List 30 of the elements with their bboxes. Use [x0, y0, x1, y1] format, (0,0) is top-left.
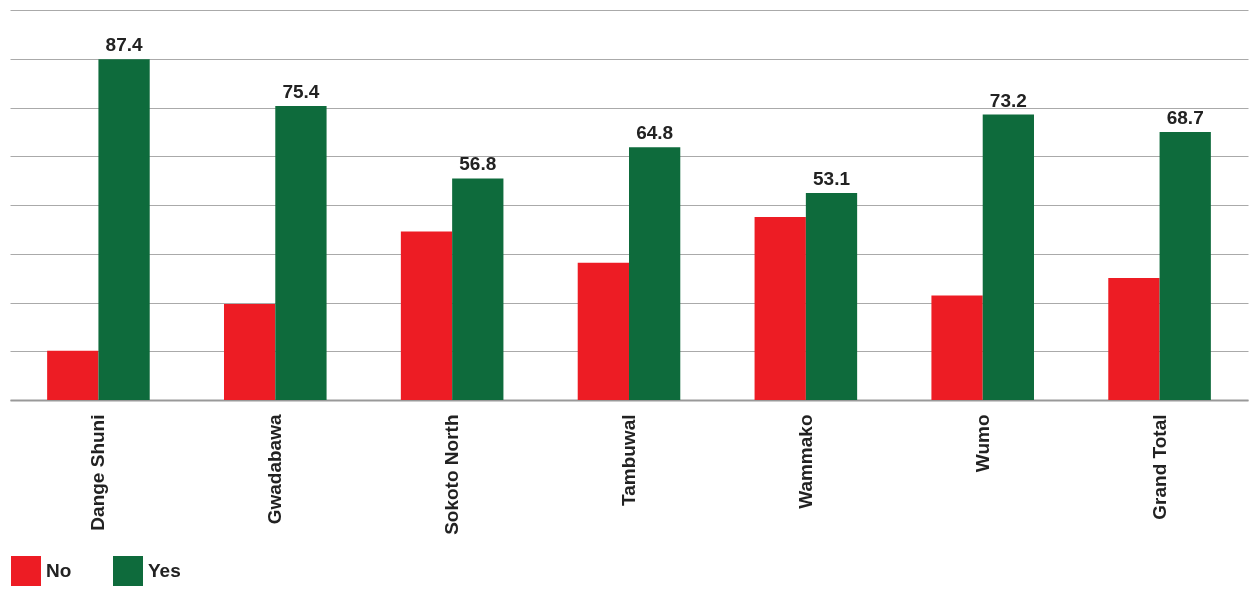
legend-label: No [46, 560, 72, 581]
data-label: 68.7 [1166, 107, 1204, 129]
x-tick-label: Wammako [794, 414, 816, 509]
bar [629, 147, 681, 400]
x-tick-label: Wumo [971, 414, 993, 473]
x-tick-label: Dange Shuni [87, 414, 109, 531]
data-label: 87.4 [105, 34, 143, 56]
bar [400, 231, 453, 400]
data-label: 56.8 [459, 153, 497, 175]
bar [1159, 132, 1211, 400]
bar [805, 192, 858, 400]
bar [224, 304, 276, 400]
bar [931, 295, 983, 400]
x-tick-label: Sokoto North [441, 414, 463, 535]
data-label: 73.2 [989, 89, 1027, 111]
bar [452, 178, 504, 400]
data-label: 75.4 [282, 80, 320, 102]
x-tick-label: Grand Total [1148, 414, 1170, 520]
data-label: 53.1 [813, 167, 851, 189]
legend-label: Yes [148, 560, 181, 581]
bar [275, 105, 327, 400]
x-tick-label: Gwadabawa [264, 414, 286, 525]
x-tick-label: Tambuwal [618, 414, 639, 506]
bar [577, 262, 629, 400]
bar [754, 217, 806, 400]
bar [982, 114, 1034, 400]
data-label: 64.8 [636, 122, 674, 144]
bar [98, 59, 150, 400]
bar [47, 350, 99, 400]
bar [1108, 277, 1160, 400]
